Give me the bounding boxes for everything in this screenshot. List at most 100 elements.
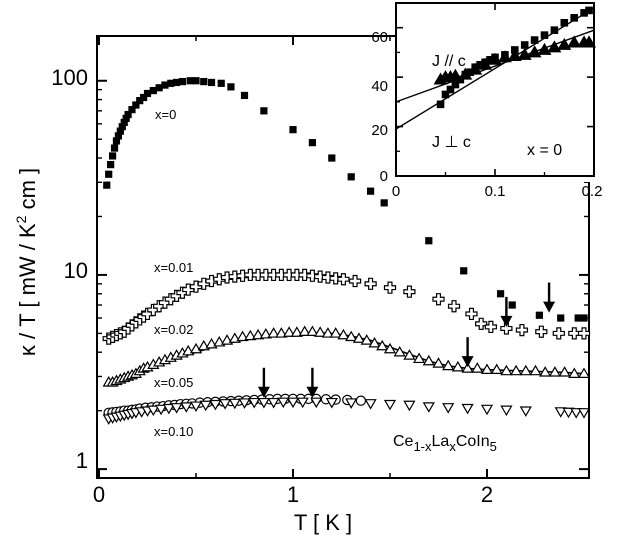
data-point: [568, 367, 581, 378]
data-point: [227, 83, 235, 91]
inset-data-point: [478, 57, 493, 70]
data-point: [465, 307, 478, 321]
data-point: [189, 342, 203, 354]
inset-data-point: [446, 85, 455, 94]
data-point: [147, 405, 160, 417]
data-point: [112, 137, 121, 145]
data-point: [471, 362, 484, 373]
inset-label-parallel: J // c: [432, 53, 466, 70]
data-point: [539, 366, 552, 377]
data-point: [236, 330, 249, 342]
data-point: [347, 173, 355, 181]
data-point: [383, 342, 397, 354]
inset-data-point: [537, 42, 552, 55]
data-point: [173, 78, 181, 87]
data-point: [460, 267, 468, 275]
data-point: [355, 395, 367, 406]
data-point: [554, 407, 567, 418]
data-point: [321, 327, 335, 338]
data-point: [228, 398, 241, 410]
data-point: [122, 114, 130, 122]
data-point: [286, 397, 300, 409]
data-point: [275, 327, 288, 338]
inset-data-point: [582, 35, 597, 48]
data-point: [364, 277, 377, 290]
data-point: [570, 408, 583, 419]
data-point: [314, 270, 327, 283]
data-point: [143, 89, 152, 98]
data-point: [161, 81, 169, 89]
inset-data-point: [507, 48, 522, 62]
data-point: [114, 132, 122, 140]
inset-data-point: [560, 18, 569, 27]
data-point: [568, 327, 581, 340]
inset-data-point: [517, 47, 532, 60]
data-point: [207, 78, 216, 87]
data-point: [380, 199, 388, 207]
data-point: [422, 354, 435, 366]
data-point: [412, 352, 426, 364]
data-point: [442, 403, 455, 414]
data-point: [238, 398, 251, 409]
inset-x-tick-label-0: 0: [392, 183, 400, 200]
data-point: [328, 154, 336, 162]
data-point: [257, 397, 271, 409]
x-tick-label-2: 2: [481, 482, 493, 507]
main-data: [102, 77, 591, 425]
data-point: [132, 101, 140, 109]
data-point: [480, 404, 494, 416]
data-point: [283, 326, 296, 337]
x-tick-label-0: 0: [93, 482, 105, 507]
y-tick-label-10: 10: [64, 258, 88, 283]
data-point: [383, 399, 397, 411]
inset-label-perp: J ⊥ c: [432, 134, 471, 151]
data-point: [500, 322, 513, 335]
data-point: [376, 339, 389, 351]
series-label-x002: x=0.02: [154, 322, 193, 337]
inset-data-point: [520, 41, 529, 49]
inset-x-tick-label-01: 0.1: [485, 183, 506, 200]
data-point: [447, 300, 461, 313]
data-point: [209, 399, 222, 411]
inset-y-tick-label-60: 60: [371, 29, 388, 46]
compound-label: Ce1-xLaxCoIn5: [393, 433, 497, 454]
inset-y-tick-label-20: 20: [371, 122, 388, 139]
data-point: [298, 325, 311, 336]
inset-data-point: [540, 31, 549, 39]
data-point: [496, 290, 505, 298]
data-point: [199, 400, 212, 412]
data-point: [548, 366, 562, 377]
data-point: [149, 86, 157, 95]
data-point: [200, 77, 208, 86]
data-point: [364, 399, 377, 410]
series-label-x0: x=0: [155, 107, 176, 122]
data-point: [519, 406, 532, 417]
transition-arrow-head: [543, 301, 556, 313]
y-axis-label: κ / T [ mW / K2 cm ]: [13, 168, 40, 356]
data-point: [217, 79, 225, 87]
data-point: [186, 77, 194, 85]
data-point: [267, 327, 280, 338]
data-point: [367, 187, 375, 195]
inset-y-tick-label-0: 0: [380, 168, 388, 185]
data-point: [557, 314, 565, 322]
data-point: [360, 334, 373, 345]
data-point: [484, 320, 497, 334]
data-point: [403, 400, 416, 412]
data-point: [162, 403, 175, 415]
data-point: [552, 327, 565, 340]
data-point: [259, 327, 272, 339]
data-point: [314, 326, 327, 337]
data-point: [306, 325, 319, 336]
data-point: [577, 367, 591, 378]
data-point: [105, 170, 113, 178]
main-arrows: [257, 282, 556, 398]
inset-data-point: [547, 40, 562, 53]
data-point: [321, 271, 335, 284]
data-point: [509, 364, 523, 376]
inset-data-point: [458, 67, 473, 80]
inset-data-point: [486, 56, 494, 64]
inset-fit-line: [395, 7, 595, 130]
inset-background: [396, 2, 596, 182]
